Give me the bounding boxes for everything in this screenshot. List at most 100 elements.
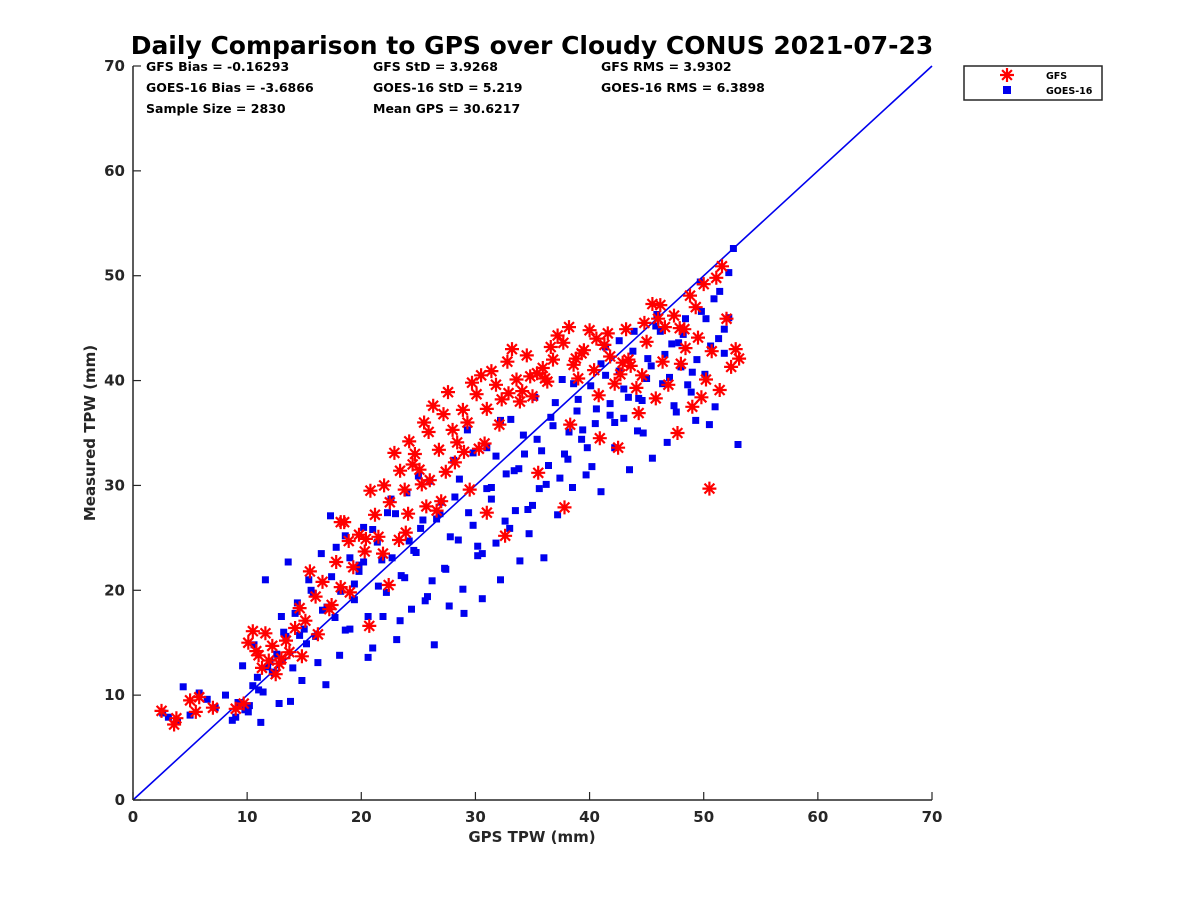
goes16-point <box>298 677 306 684</box>
goes16-point <box>382 588 390 596</box>
gfs-point <box>653 298 668 313</box>
goes16-point <box>374 582 382 590</box>
goes16-point <box>525 530 533 538</box>
goes16-point <box>186 711 194 719</box>
gfs-point <box>205 700 220 715</box>
gfs-point <box>228 701 243 716</box>
goes16-point <box>255 686 263 694</box>
goes16-point <box>549 422 557 430</box>
gfs-point <box>322 602 337 617</box>
gfs-point <box>574 346 589 361</box>
gfs-point <box>436 407 451 422</box>
y-tick-label: 10 <box>104 686 125 704</box>
goes16-point <box>364 653 372 661</box>
goes16-point <box>661 350 669 358</box>
goes16-point <box>556 474 564 482</box>
plot-area <box>132 65 933 801</box>
goes16-point <box>611 419 619 426</box>
goes16-point <box>729 245 737 252</box>
gfs-point <box>566 357 581 372</box>
stat-goes-std: GOES-16 StD = 5.219 <box>373 80 522 95</box>
goes16-point <box>287 697 294 705</box>
gfs-point <box>268 667 283 682</box>
gfs-point <box>694 390 709 405</box>
goes16-point <box>164 713 172 721</box>
gfs-point <box>288 621 303 635</box>
goes16-point <box>668 340 676 348</box>
goes16-point <box>305 576 313 584</box>
goes16-point <box>579 426 587 434</box>
goes16-point <box>545 462 552 469</box>
gfs-point <box>255 660 269 675</box>
goes16-point <box>692 416 700 424</box>
gfs-point <box>346 560 361 575</box>
goes16-point <box>355 567 363 575</box>
gfs-point <box>342 585 357 600</box>
reference-layer <box>132 65 933 801</box>
gfs-point <box>670 426 685 440</box>
gfs-point <box>274 651 289 666</box>
goes16-point <box>639 429 647 437</box>
gfs-point <box>308 589 323 604</box>
stat-gfs-rms: GFS RMS = 3.9302 <box>601 59 732 74</box>
goes16-point <box>502 470 510 478</box>
gfs-point <box>611 440 626 455</box>
goes16-point <box>322 681 330 689</box>
goes16-point <box>684 381 692 389</box>
stat-goes-rms: GOES-16 RMS = 6.3898 <box>601 80 765 95</box>
gfs-point <box>401 506 416 521</box>
goes16-point <box>716 287 724 295</box>
goes16-point <box>239 662 247 670</box>
goes16-point <box>360 558 368 566</box>
goes16-point <box>565 428 573 436</box>
goes16-point <box>511 507 519 515</box>
x-tick-label: 30 <box>465 808 486 826</box>
goes16-point <box>620 414 628 422</box>
gfs-point <box>261 653 276 668</box>
stat-goes-bias: GOES-16 Bias = -3.6866 <box>146 80 314 95</box>
x-ticks: 0 10 20 30 40 50 60 70 <box>128 792 943 826</box>
goes16-point <box>350 580 358 588</box>
goes16-point <box>446 533 454 541</box>
gfs-point <box>333 515 348 530</box>
gfs-point <box>530 366 545 381</box>
legend-box <box>963 65 1103 101</box>
gfs-point <box>556 335 571 350</box>
gfs-point <box>538 371 553 386</box>
gfs-point <box>494 392 509 407</box>
gfs-point <box>571 371 586 386</box>
goes16-point <box>451 493 459 501</box>
gfs-point <box>587 363 602 378</box>
goes16-point <box>314 659 322 667</box>
gfs-point <box>294 649 309 664</box>
goes16-point <box>336 651 344 659</box>
gfs-point <box>302 564 317 579</box>
gfs-point <box>550 328 565 343</box>
gfs-point <box>445 422 460 437</box>
stat-gfs-bias: GFS Bias = -0.16293 <box>146 59 289 74</box>
goes16-point <box>257 718 265 726</box>
gfs-point <box>419 499 434 514</box>
goes16-point <box>648 454 656 462</box>
goes16-point <box>384 509 391 517</box>
legend-gfs-asterisk <box>1000 68 1014 82</box>
x-tick-label: 70 <box>922 808 943 826</box>
x-tick-label: 50 <box>693 808 714 826</box>
goes16-point <box>707 342 715 350</box>
goes16-point <box>460 609 468 617</box>
gfs-point <box>358 531 373 546</box>
goes16-point <box>687 388 695 396</box>
gfs-point <box>673 356 688 371</box>
goes16-point <box>428 577 436 585</box>
gfs-point <box>154 703 169 718</box>
legend: GFS GOES-16 <box>963 65 1103 101</box>
gfs-point <box>702 481 717 496</box>
goes16-point <box>396 617 404 625</box>
goes16-point <box>653 311 661 318</box>
legend-gfs-label: GFS <box>1046 71 1067 82</box>
goes16-point <box>666 373 673 381</box>
gfs-point <box>557 500 572 515</box>
gfs-point <box>352 527 366 542</box>
gfs-point <box>422 473 437 488</box>
goes16-point <box>249 682 257 690</box>
